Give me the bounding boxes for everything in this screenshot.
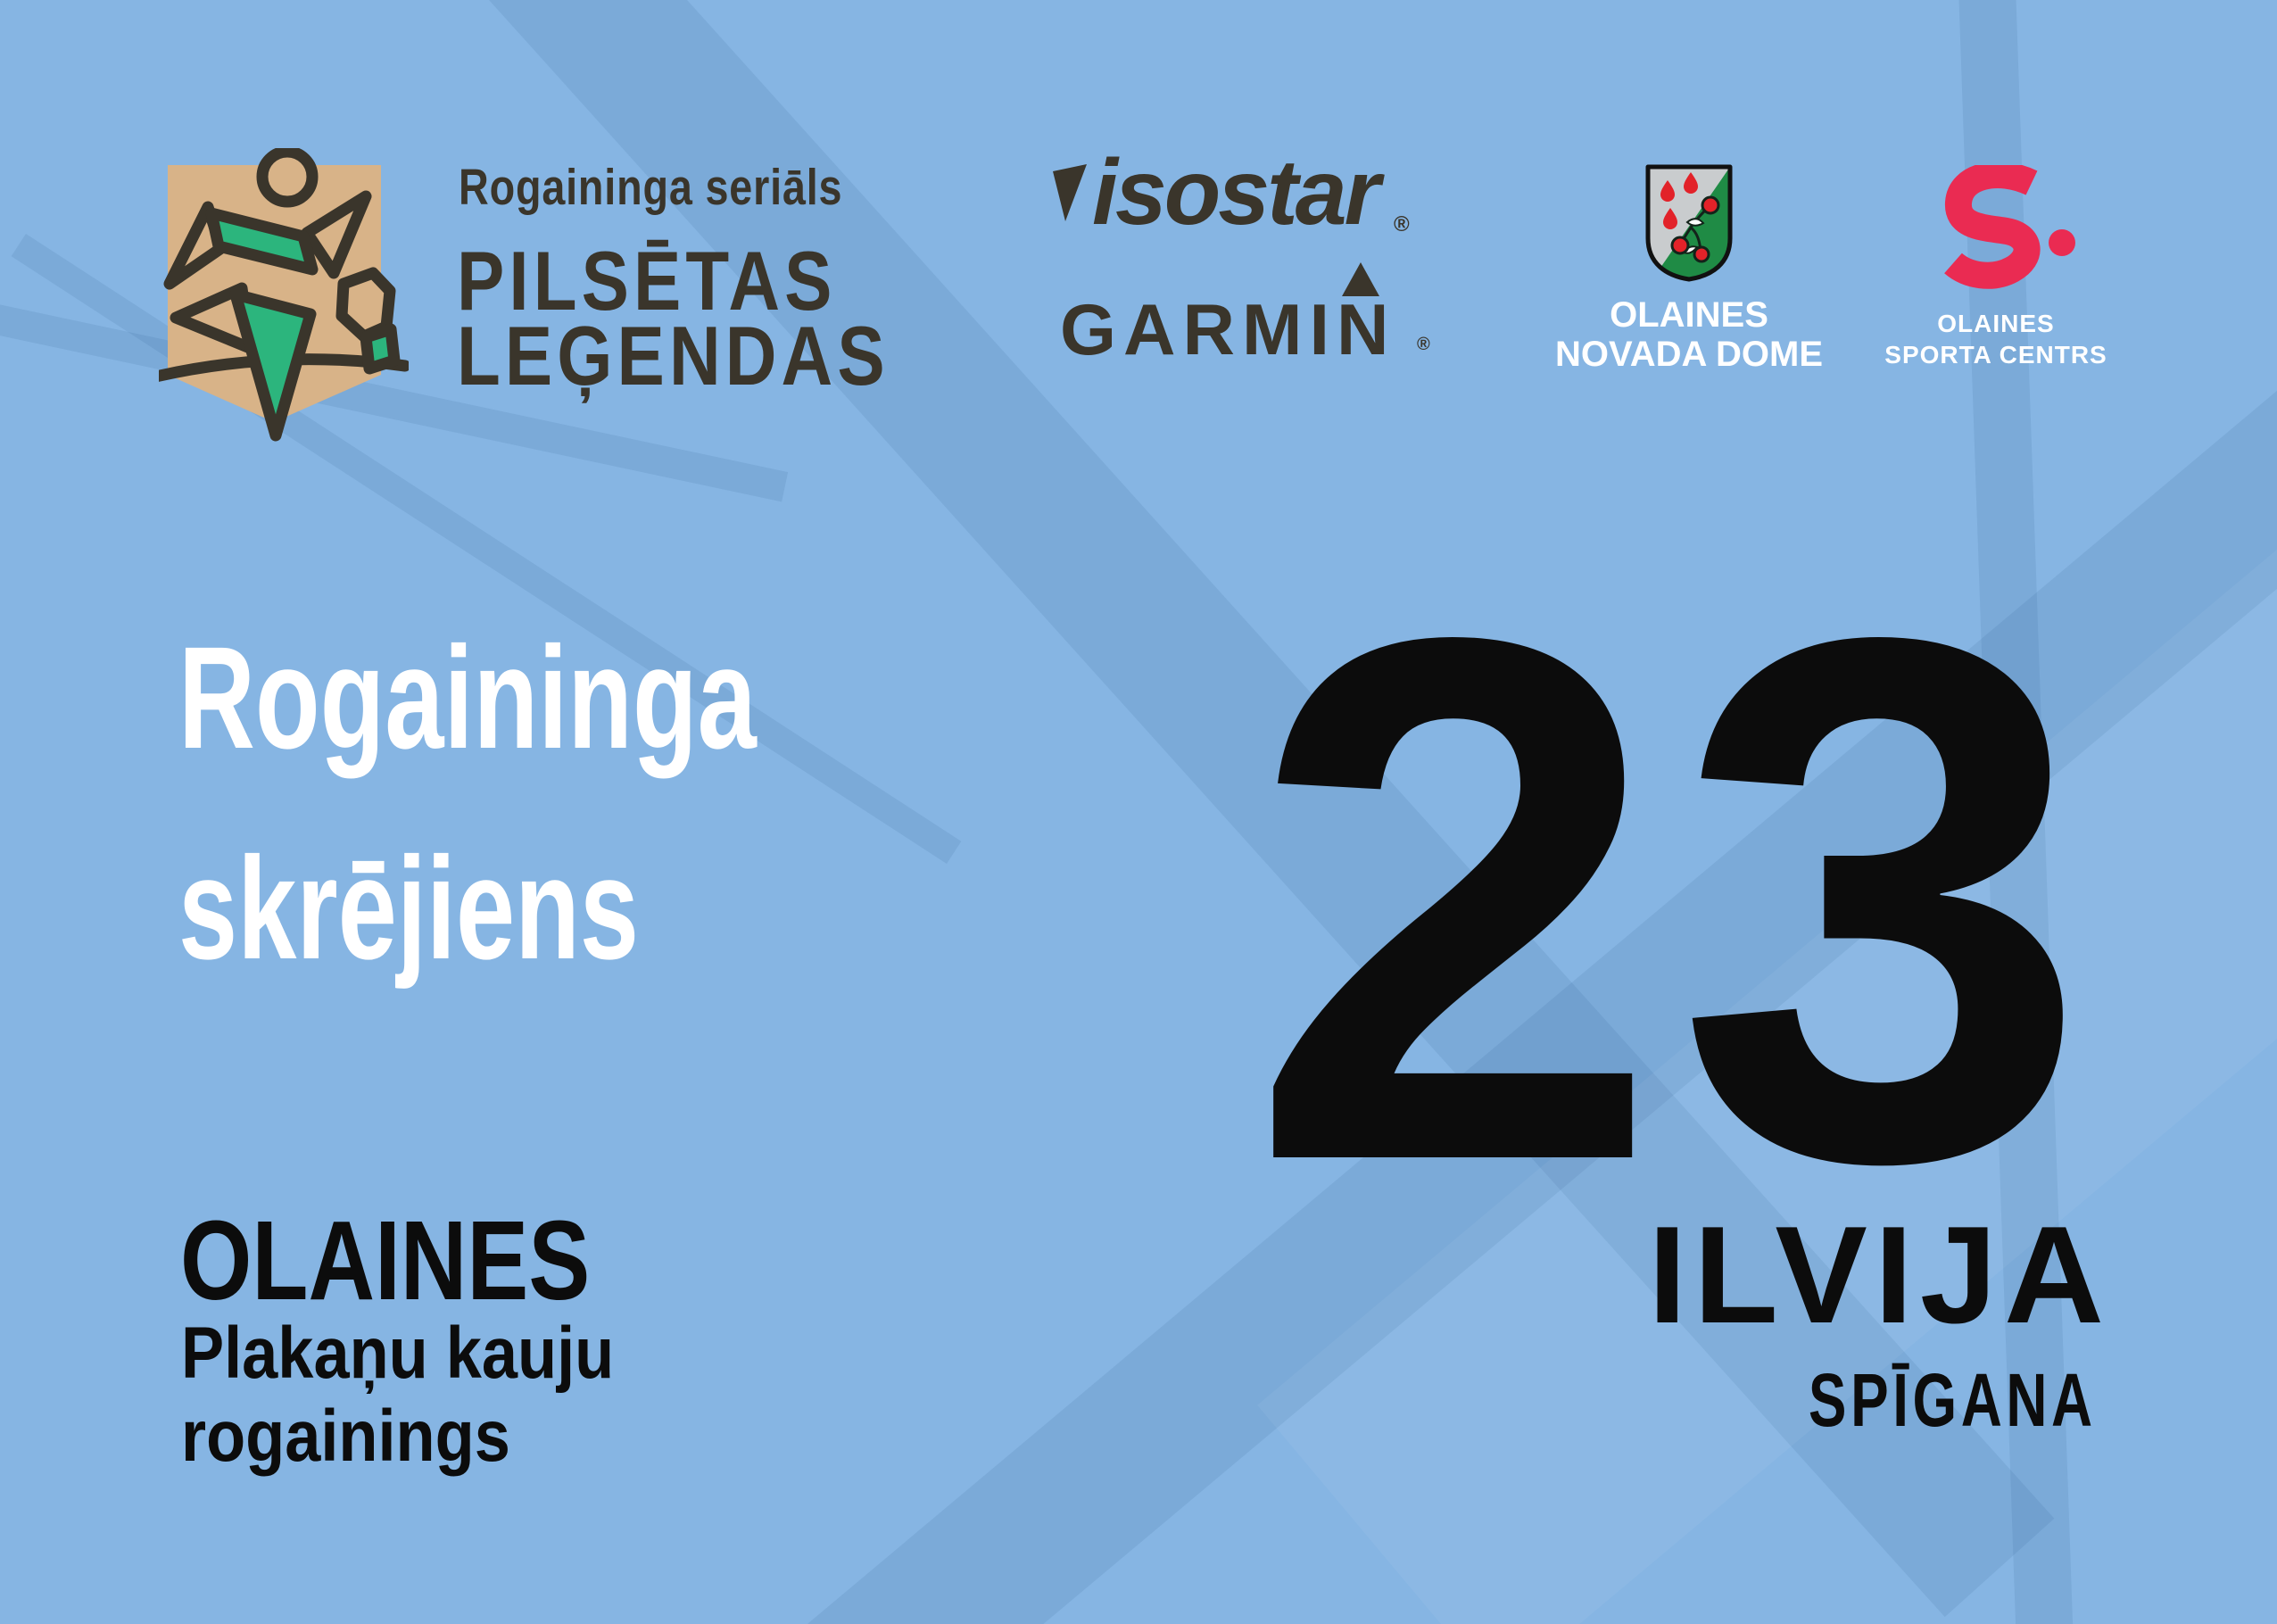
registered-mark: ® [1394,212,1410,236]
garmin-wordmark: GARMIN [1060,290,1396,370]
event-name-line1: Rogaininga [178,616,757,779]
s-mark-with-dot-icon [1944,165,2075,289]
participant-first-name: ILVIJA [1648,1197,2111,1352]
race-subtitle-line1: Plakaņu kauju [181,1313,615,1394]
event-name-line2: skrējiens [178,826,639,990]
race-subtitle-line2: rogainings [181,1396,510,1477]
sports-center-name-line1: OLAINES [1937,310,2055,337]
sports-center-name-line2: SPORTA CENTRS [1884,341,2107,369]
italic-wedge-icon [1053,164,1087,221]
series-title-line2: LEĢENDAS [457,309,890,402]
bib-number: 23 [1247,483,2103,1315]
participant-last-name: SPĪGANA [1809,1358,2097,1442]
isostar-wordmark: isostar [1092,141,1380,244]
series-title-line1: PILSĒTAS [457,234,837,327]
delta-triangle-icon [1342,262,1379,296]
runner-reading-map-shield-icon [159,148,409,442]
municipality-name-line2: NOVADA DOME [1555,335,1823,374]
registered-mark: ® [1417,335,1430,354]
municipality-name-line1: OLAINES [1610,295,1768,335]
race-city: OLAINES [180,1197,591,1323]
series-label: Rogaininga seriāls [459,159,843,216]
olaines-coat-of-arms-icon [1645,164,1733,282]
